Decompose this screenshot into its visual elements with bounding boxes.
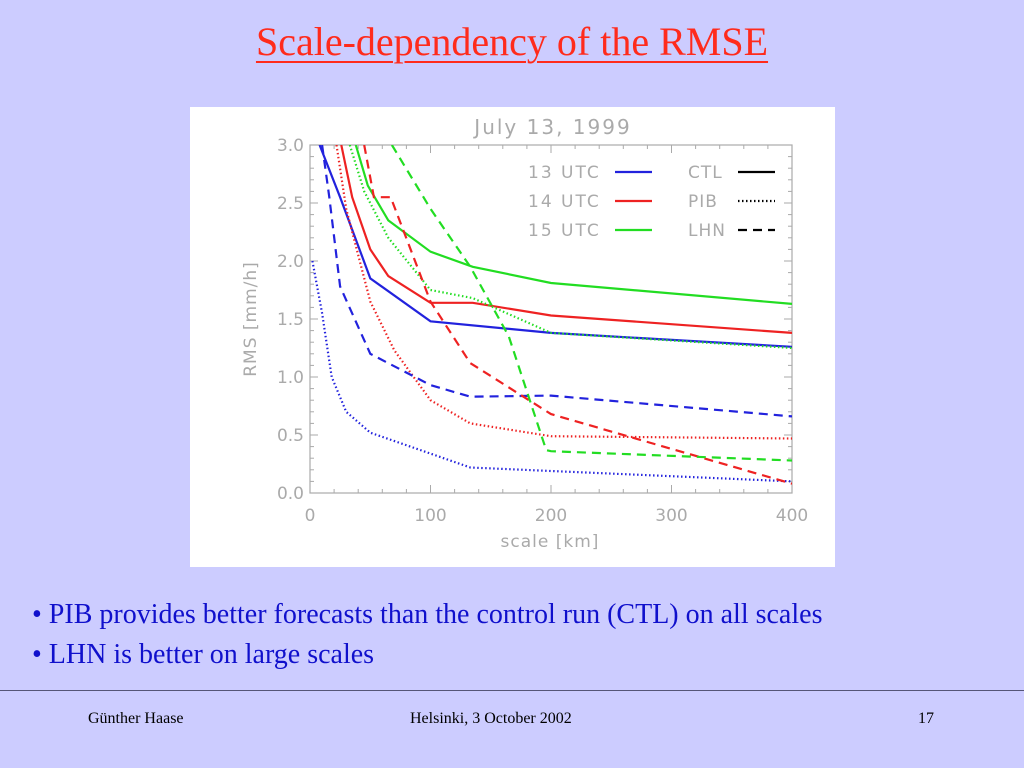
slide-title: Scale-dependency of the RMSE	[255, 19, 769, 64]
y-tick-label: 3.0	[277, 136, 304, 156]
bullet-list: • PIB provides better forecasts than the…	[32, 595, 822, 675]
legend-style-label: CTL	[688, 163, 723, 183]
chart-title: July 13, 1999	[472, 115, 631, 139]
series-line-lhn-15utc	[390, 145, 792, 462]
footer-divider	[0, 690, 1024, 691]
footer-page-number: 17	[918, 710, 934, 727]
bullet-item: • LHN is better on large scales	[32, 639, 375, 670]
series-line-pib-13utc	[311, 260, 792, 483]
axis-ticks: 0 100 200 300 400 0.0 0.5 1.0 1.5 2.0 2.5 3.0	[277, 136, 808, 526]
y-tick-label: 1.5	[277, 310, 304, 330]
x-tick-label: 100	[414, 506, 446, 526]
y-tick-label: 1.0	[277, 368, 304, 388]
chart-panel: July 13, 1999 0 100 200 300 400 0.0 0.5 1.0 1.5 2…	[190, 107, 835, 567]
legend-style-label: PIB	[688, 192, 718, 212]
x-tick-label: 200	[535, 506, 567, 526]
series-line-lhn-14utc	[363, 145, 792, 485]
y-tick-label: 2.5	[277, 194, 304, 214]
legend-time-label: 14 UTC	[528, 192, 601, 212]
x-tick-label: 300	[655, 506, 687, 526]
series-lines	[311, 145, 792, 485]
legend: 13 UTC 14 UTC 15 UTC CTL PIB LHN	[528, 163, 775, 241]
legend-time-label: 13 UTC	[528, 163, 601, 183]
series-line-pib-14utc	[335, 145, 792, 440]
x-tick-label: 0	[305, 506, 316, 526]
footer-author: Günther Haase	[88, 710, 184, 727]
series-line-ctl-14utc	[340, 145, 792, 334]
line-chart: July 13, 1999 0 100 200 300 400 0.0 0.5 1.0 1.5 2…	[241, 115, 808, 552]
y-axis-label: RMS [mm/h]	[241, 261, 261, 377]
x-tick-label: 400	[776, 506, 808, 526]
y-tick-label: 0.0	[277, 484, 304, 504]
y-tick-label: 2.0	[277, 252, 304, 272]
y-tick-label: 0.5	[277, 426, 304, 446]
series-line-pib-15utc	[348, 145, 792, 350]
bullet-item: • PIB provides better forecasts than the…	[32, 599, 823, 630]
legend-time-label: 15 UTC	[528, 221, 601, 241]
series-line-lhn-13utc	[321, 145, 792, 418]
series-line-ctl-15utc	[354, 145, 792, 305]
x-axis-label: scale [km]	[501, 532, 600, 552]
legend-style-label: LHN	[688, 221, 726, 241]
footer-event: Helsinki, 3 October 2002	[410, 710, 572, 727]
